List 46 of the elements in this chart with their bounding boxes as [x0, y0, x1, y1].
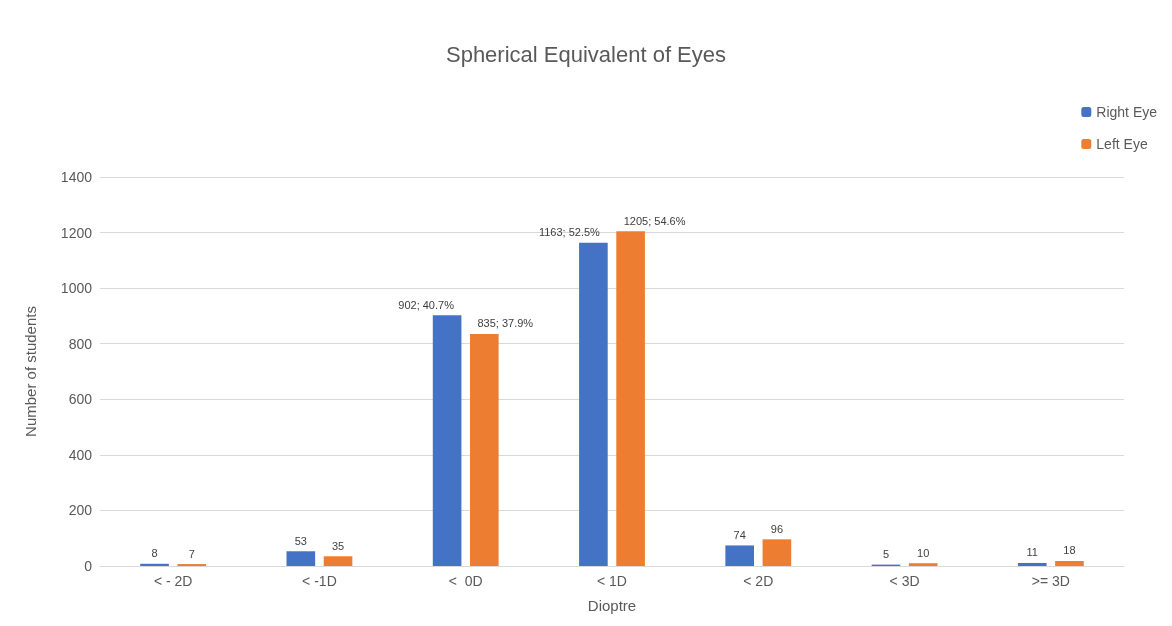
bar	[579, 242, 608, 566]
bar	[432, 315, 462, 566]
x-tick-label: < 3D	[889, 573, 920, 589]
bar	[762, 539, 792, 566]
x-tick-label: < 0D	[448, 573, 483, 589]
bar	[908, 563, 938, 566]
data-label: 5	[882, 548, 890, 561]
bar	[323, 556, 353, 566]
legend-label: Left Eye	[1096, 136, 1148, 152]
x-tick-label: >= 3D	[1031, 573, 1070, 589]
data-label: 835; 37.9%	[477, 317, 534, 330]
x-tick-label: < 1D	[597, 573, 627, 589]
data-label: 53	[294, 534, 307, 547]
data-label: 8	[151, 547, 158, 560]
x-axis-title: Dioptre	[587, 597, 637, 614]
data-label: 7	[188, 547, 195, 560]
x-tick-label: < - 2D	[153, 573, 193, 589]
bar	[1055, 561, 1084, 566]
data-label: 96	[770, 522, 784, 535]
y-axis-title: Number of students	[22, 306, 39, 437]
y-tick-label: 200	[68, 502, 93, 519]
data-label: 1163; 52.5%	[538, 226, 601, 239]
data-label: 10	[917, 546, 930, 559]
data-label: 11	[1026, 546, 1038, 559]
bar	[470, 333, 499, 566]
data-label: 18	[1063, 544, 1076, 557]
data-label: 1205; 54.6%	[623, 214, 686, 227]
x-tick-label: < 2D	[743, 573, 774, 589]
y-tick-label: 600	[68, 391, 93, 408]
x-tick-label: < -1D	[302, 573, 337, 589]
bar	[140, 563, 169, 566]
y-tick-label: 0	[84, 558, 93, 574]
bar	[1017, 562, 1047, 566]
chart-title: Spherical Equivalent of Eyes	[445, 41, 727, 67]
y-tick-label: 1000	[60, 280, 93, 297]
y-tick-label: 1400	[60, 169, 93, 185]
y-tick-label: 800	[68, 335, 93, 352]
y-tick-label: 1200	[60, 224, 93, 241]
data-label: 74	[733, 528, 746, 541]
data-label: 902; 40.7%	[398, 298, 455, 311]
bar	[286, 551, 316, 566]
bar	[616, 231, 645, 566]
legend-label: Right Eye	[1096, 104, 1158, 120]
bar	[725, 545, 754, 566]
data-label: 35	[331, 539, 345, 552]
y-tick-label: 400	[68, 446, 93, 463]
